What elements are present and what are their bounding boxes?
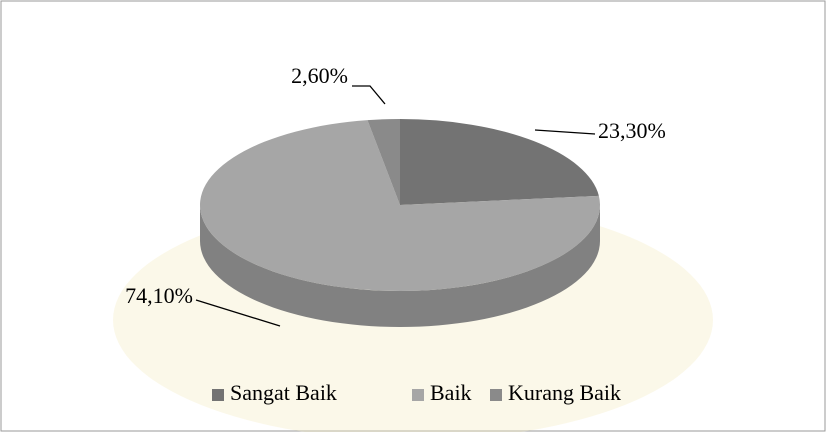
leader-line [534,129,596,135]
pie-slice [367,119,400,205]
legend-swatch [412,389,424,401]
pie-slice [200,120,600,291]
pie-slice [400,119,599,205]
legend-swatch [212,389,224,401]
data-label: 23,30% [598,118,666,143]
legend-label: Sangat Baik [230,380,337,405]
legend-label: Kurang Baik [508,380,621,405]
data-label: 74,10% [125,283,193,308]
data-label: 2,60% [291,63,348,88]
leader-line [195,299,281,327]
leader-line [352,85,386,105]
legend-label: Baik [430,380,472,405]
legend-swatch [490,389,502,401]
pie-slice-side [200,205,600,327]
